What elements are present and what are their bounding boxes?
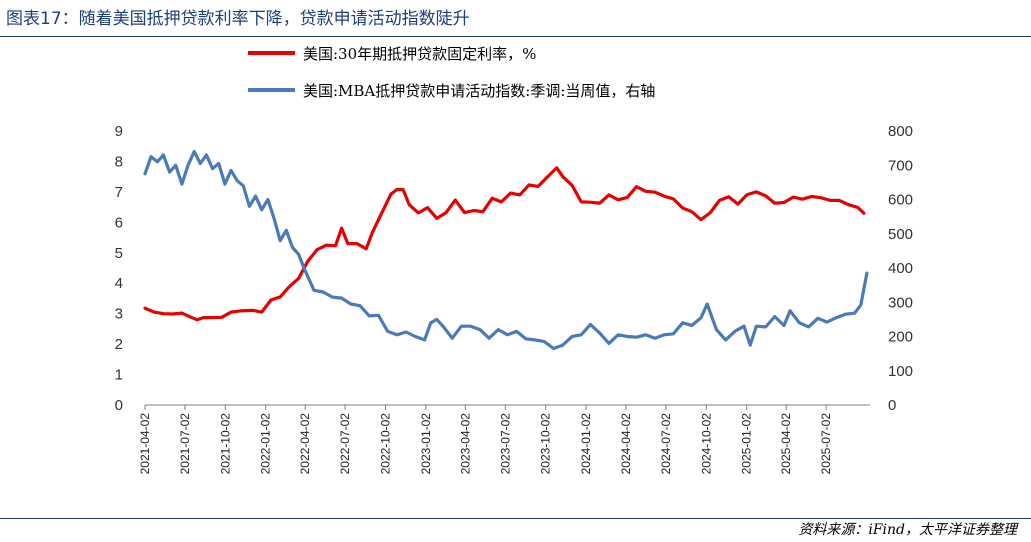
legend-label-mba: 美国:MBA抵押贷款申请活动指数:季调:当周值，右轴 — [303, 82, 655, 100]
y-left-tick-label: 6 — [115, 214, 123, 231]
y-left-tick-label: 9 — [115, 123, 123, 140]
y-left-tick-label: 5 — [115, 245, 123, 262]
x-tick-label: 2021-04-02 — [138, 413, 152, 475]
x-tick-label: 2024-10-02 — [699, 413, 713, 475]
x-tick-label: 2024-01-02 — [579, 413, 593, 475]
x-tick-label: 2024-07-02 — [659, 413, 673, 475]
source-note: 资料来源：iFind，太平洋证券整理 — [798, 522, 1017, 538]
x-tick-label: 2022-10-02 — [378, 413, 392, 475]
y-right-tick-label: 500 — [888, 226, 913, 243]
axes: 0 1 2 3 4 5 6 7 8 9 0 100 200 300 400 500 600 700 800 2021-… — [115, 123, 913, 474]
y-left-tick-label: 8 — [115, 153, 123, 170]
legend-label-rate: 美国:30年期抵押贷款固定利率，% — [303, 45, 536, 63]
y-left-tick-label: 1 — [115, 367, 123, 384]
x-tick-label: 2023-04-02 — [458, 413, 472, 475]
y-right-tick-label: 700 — [888, 157, 913, 174]
y-right-tick-label: 100 — [888, 363, 913, 380]
x-tick-label: 2022-07-02 — [338, 413, 352, 475]
x-tick-label: 2022-04-02 — [298, 413, 312, 475]
series-line-mba — [143, 149, 869, 351]
x-tick-label: 2025-04-02 — [779, 413, 793, 475]
x-tick-label: 2023-10-02 — [539, 413, 553, 475]
y-right-tick-label: 200 — [888, 329, 913, 346]
y-left-tick-label: 4 — [115, 275, 123, 292]
y-right-tick-label: 400 — [888, 260, 913, 277]
y-right-tick-label: 800 — [888, 123, 913, 140]
y-right-tick-label: 0 — [888, 397, 896, 414]
x-tick-label: 2023-07-02 — [498, 413, 512, 475]
footer-rule — [0, 518, 1031, 519]
y-left-tick-label: 2 — [115, 336, 123, 353]
x-tick-label: 2025-07-02 — [819, 413, 833, 475]
x-tick-label: 2025-01-02 — [740, 413, 754, 475]
x-tick-label: 2021-07-02 — [178, 413, 192, 475]
chart-svg: 美国:30年期抵押贷款固定利率，% 美国:MBA抵押贷款申请活动指数:季调:当周… — [115, 45, 913, 474]
y-left-tick-label: 0 — [115, 397, 123, 414]
y-right-tick-label: 600 — [888, 192, 913, 209]
series-layer — [143, 149, 869, 351]
x-tick-label: 2021-10-02 — [218, 413, 232, 475]
legend: 美国:30年期抵押贷款固定利率，% 美国:MBA抵押贷款申请活动指数:季调:当周… — [248, 45, 655, 100]
x-tick-label: 2023-01-02 — [419, 413, 433, 475]
chart-title: 图表17：随着美国抵押贷款利率下降，贷款申请活动指数陡升 — [6, 9, 470, 29]
series-line-rate — [143, 166, 866, 322]
y-left-tick-label: 7 — [115, 184, 123, 201]
title-rule — [0, 36, 1031, 37]
y-left-tick-label: 3 — [115, 306, 123, 323]
y-right-tick-label: 300 — [888, 294, 913, 311]
x-tick-label: 2022-01-02 — [259, 413, 273, 475]
x-tick-label: 2024-04-02 — [619, 413, 633, 475]
